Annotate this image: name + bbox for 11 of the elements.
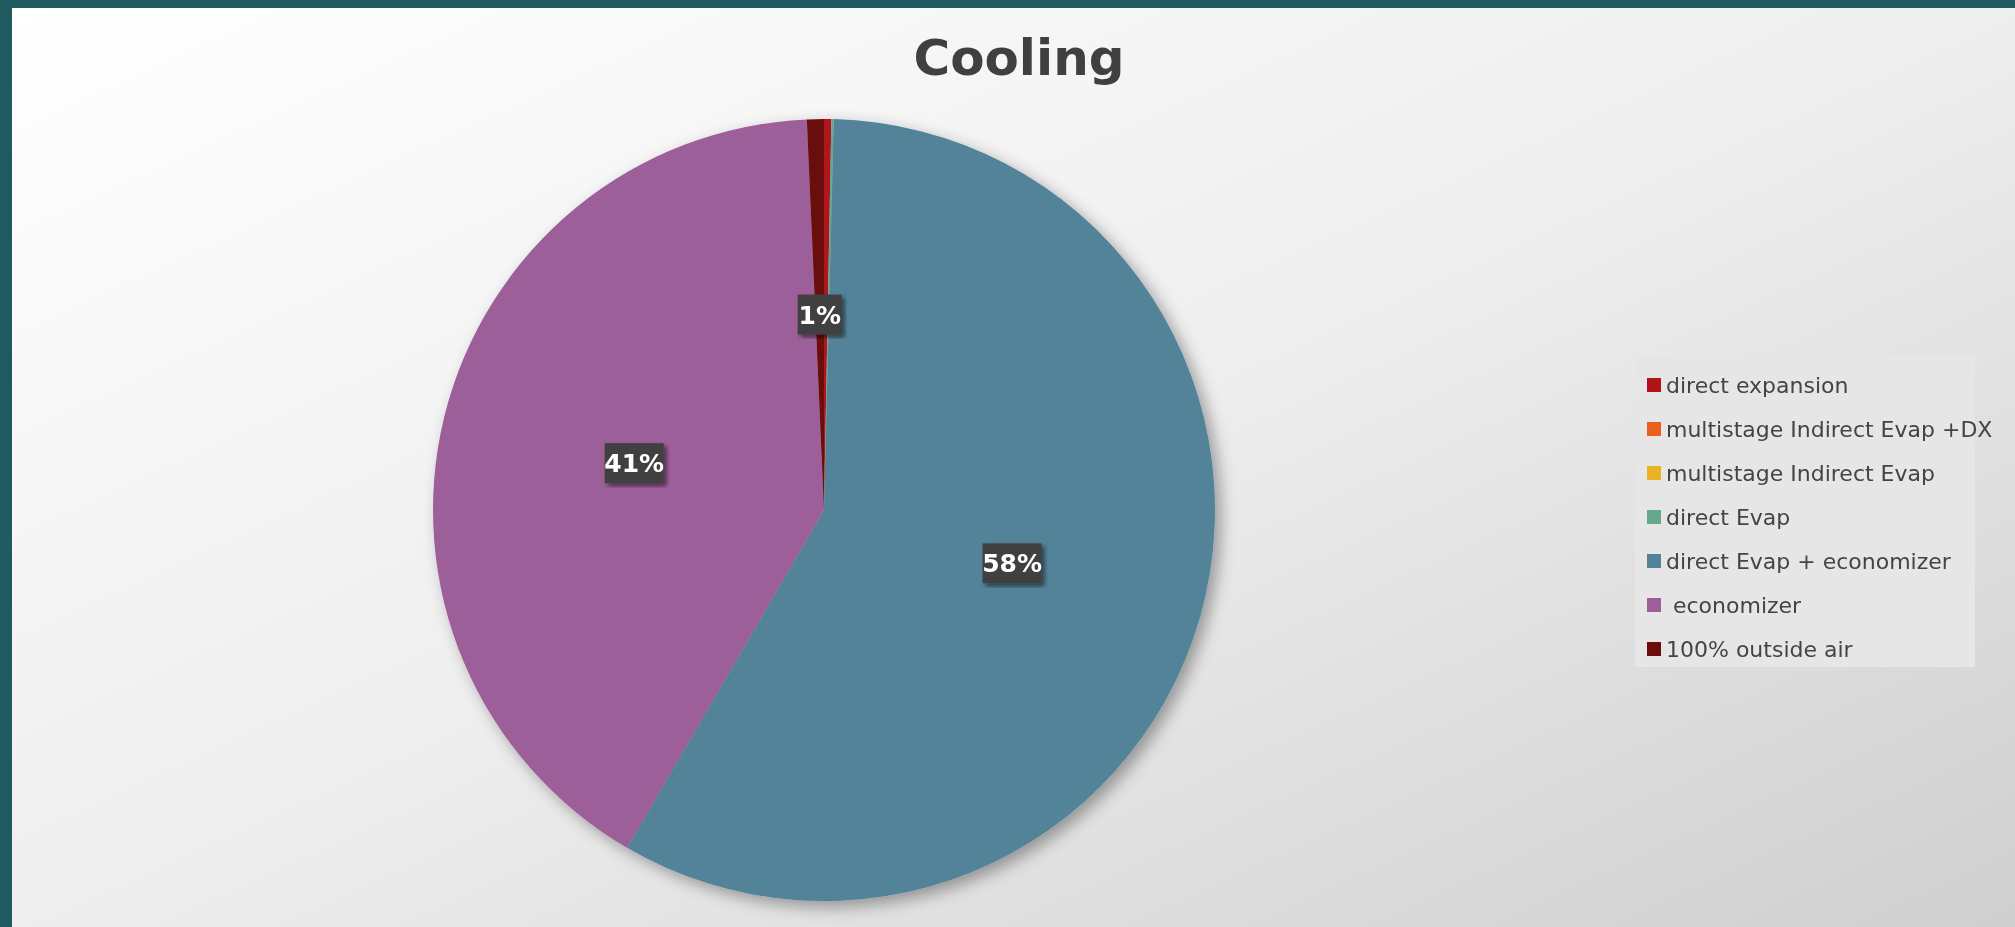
data-label: 58% — [982, 549, 1042, 579]
legend-label: direct Evap + economizer — [1666, 549, 1952, 574]
legend-label: 100% outside air — [1666, 637, 1854, 662]
chart-title: Cooling — [913, 29, 1125, 87]
legend-label: direct Evap — [1666, 505, 1791, 530]
legend-label: multistage Indirect Evap +DX — [1666, 417, 1993, 442]
legend-label: multistage Indirect Evap — [1666, 461, 1935, 486]
legend-label: direct expansion — [1666, 373, 1849, 398]
legend-label: economizer — [1666, 593, 1803, 618]
data-label: 41% — [604, 449, 665, 479]
data-label: 1% — [798, 300, 841, 330]
